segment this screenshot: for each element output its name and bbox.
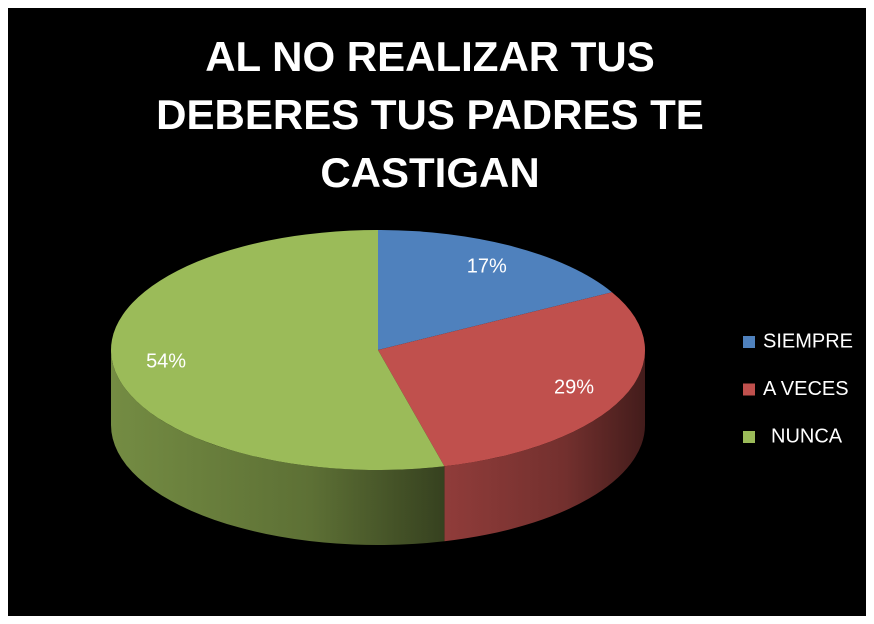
pie-side [111, 350, 445, 545]
pie-slice [111, 230, 445, 470]
legend-label: A VECES [763, 378, 849, 400]
legend-swatch [743, 431, 755, 443]
pie-slice [378, 230, 612, 350]
data-label: 29% [554, 376, 594, 398]
data-label: 54% [146, 350, 186, 372]
legend-swatch [743, 383, 755, 396]
data-label: 17% [467, 256, 507, 278]
chart-title: AL NO REALIZAR TUS DEBERES TUS PADRES TE… [156, 33, 704, 196]
legend-swatch [743, 336, 755, 348]
pie-side [444, 350, 645, 542]
legend-label: SIEMPRE [763, 330, 853, 352]
pie-slice [378, 292, 646, 467]
legend-label: NUNCA [771, 425, 843, 447]
